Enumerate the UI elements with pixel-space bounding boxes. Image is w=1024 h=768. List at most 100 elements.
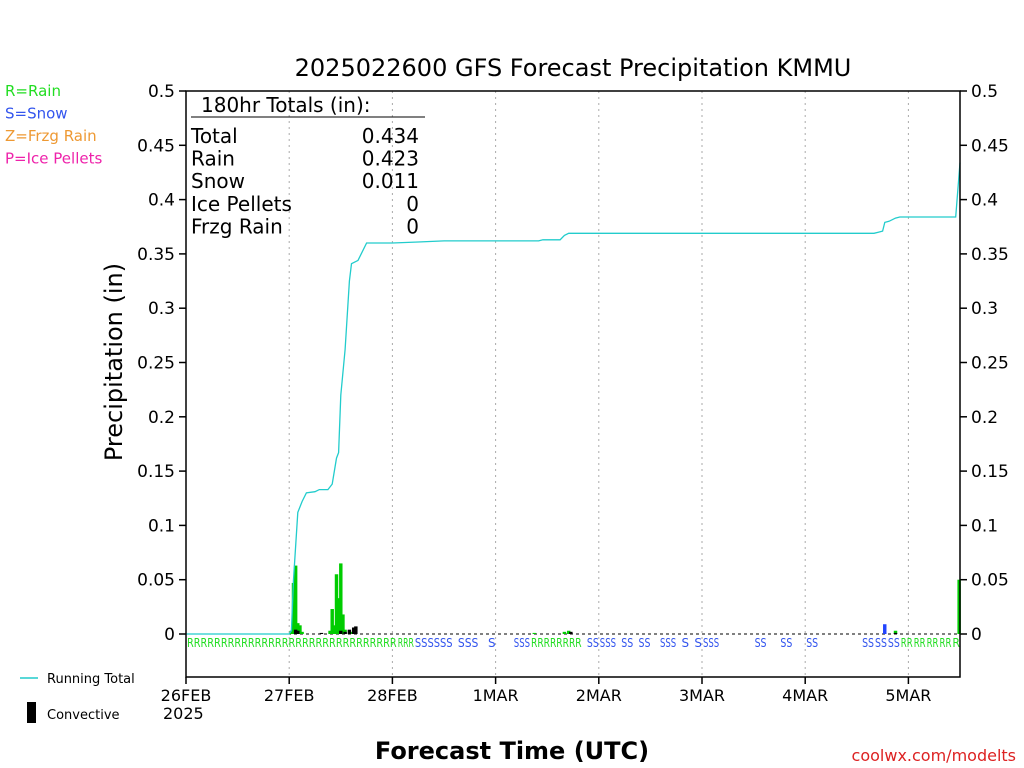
y-tick-label: 0.35 — [137, 245, 175, 265]
ptype-marker: SS — [806, 636, 818, 650]
totals-label: Total — [190, 124, 238, 148]
precip-bar — [339, 563, 343, 634]
convective-bars — [293, 626, 898, 634]
x-tick-label: 28FEB — [367, 686, 418, 705]
y-tick-label-right: 0.2 — [971, 408, 998, 428]
y-tick-label: 0.1 — [148, 516, 175, 536]
totals-label: Ice Pellets — [191, 192, 292, 216]
x-tick-label: 1MAR — [473, 686, 519, 705]
convective-bar — [319, 632, 324, 634]
credit-text: coolwx.com/modelts — [852, 746, 1016, 765]
precip-bar — [291, 582, 296, 634]
ptype-marker: RRRRRRRR — [531, 636, 582, 650]
ptype-marker: RR — [901, 636, 913, 650]
series-legend: Running Total Convective — [20, 672, 135, 723]
ptype-marker: SSSSSS — [415, 636, 453, 650]
y-tick-label-right: 0.1 — [971, 516, 998, 536]
y-ticks-right: 0 0.05 0.1 0.15 0.2 0.25 0.3 0.35 0.4 0.45 0.5 — [960, 82, 1009, 645]
ptype-marker: SS — [875, 636, 887, 650]
convective-bar — [347, 629, 352, 634]
totals-value: 0.434 — [362, 124, 419, 148]
ptype-marker: S — [488, 636, 496, 650]
precip-bar — [336, 598, 341, 634]
precip-bar — [298, 625, 302, 634]
precip-bar — [349, 631, 354, 634]
y-tick-label-right: 0.25 — [971, 354, 1009, 374]
ptype-marker: SS — [888, 636, 900, 650]
y-tick-label: 0.2 — [148, 408, 175, 428]
ptype-marker: R — [952, 636, 960, 650]
precip-bar — [562, 631, 567, 634]
precip-bar — [332, 625, 337, 634]
ptype-marker: SS — [755, 636, 767, 650]
y-tick-label-right: 0.35 — [971, 245, 1009, 265]
ptype-legend: R=Rain S=Snow Z=Frzg Rain P=Ice Pellets — [5, 82, 102, 168]
precip-bar — [532, 632, 537, 634]
chart-title: 2025022600 GFS Forecast Precipitation KM… — [295, 54, 852, 82]
series-legend-label: Running Total — [47, 672, 135, 687]
ptype-marker: SSS — [514, 636, 530, 650]
totals-value: 0.011 — [362, 169, 419, 193]
y-tick-label: 0.25 — [137, 354, 175, 374]
ptype-legend-item: S=Snow — [5, 105, 68, 123]
ptype-marker: RR — [914, 636, 926, 650]
totals-value: 0 — [406, 192, 419, 216]
ptype-marker: SS — [862, 636, 874, 650]
ptype-marker: SS — [621, 636, 633, 650]
convective-bar — [343, 631, 347, 634]
totals-value: 0.423 — [362, 147, 419, 171]
precip-bar — [328, 630, 332, 634]
y-tick-label-right: 0.05 — [971, 571, 1009, 591]
y-ticks-left: 0 0.05 0.1 0.15 0.2 0.25 0.3 0.35 0.4 0.45 0.5 — [137, 82, 186, 645]
convective-bar — [354, 626, 358, 634]
x-tick-label: 3MAR — [679, 686, 725, 705]
ptype-marker: SSS — [703, 636, 719, 650]
ptype-marker: S — [694, 636, 702, 650]
y-tick-label: 0.05 — [137, 571, 175, 591]
convective-bar — [351, 627, 356, 634]
y-tick-label-right: 0.45 — [971, 136, 1009, 156]
ptype-marker: SS — [780, 636, 792, 650]
convective-swatch — [27, 702, 36, 723]
precip-bars — [289, 563, 961, 634]
precip-bar — [296, 623, 300, 634]
convective-bar — [339, 630, 343, 634]
precip-bar — [883, 624, 887, 634]
ptype-legend-item: R=Rain — [5, 82, 61, 100]
grid-lines — [186, 91, 960, 677]
totals-label: Snow — [191, 169, 245, 193]
ptype-marker: SSS — [600, 636, 616, 650]
precip-bar — [300, 631, 304, 634]
y-tick-label-right: 0.3 — [971, 299, 998, 319]
y-tick-label: 0.15 — [137, 462, 175, 482]
ptype-marker: RRRRRRRRRRRRRRRRRRRRRRRRRRRRRRR — [187, 636, 397, 650]
x-axis-label: Forecast Time (UTC) — [375, 737, 649, 765]
ptype-marker: RR — [940, 636, 952, 650]
year-label: 2025 — [163, 704, 204, 723]
y-tick-label: 0.3 — [148, 299, 175, 319]
ptype-marker: S — [682, 636, 690, 650]
ptype-marker: RR — [927, 636, 939, 650]
ptype-marker: SSS — [660, 636, 676, 650]
y-tick-label: 0.4 — [148, 191, 175, 211]
ptype-marker: RRR — [398, 636, 414, 650]
totals-label: Rain — [191, 147, 235, 171]
y-tick-label-right: 0.15 — [971, 462, 1009, 482]
y-axis-label: Precipitation (in) — [100, 263, 128, 461]
totals-label: Frzg Rain — [191, 214, 283, 238]
convective-bar — [293, 629, 298, 634]
ptype-marker: SS — [587, 636, 599, 650]
convective-bar — [296, 630, 300, 634]
y-tick-label-right: 0.5 — [971, 82, 998, 102]
convective-bar — [893, 632, 898, 634]
x-tick-label: 5MAR — [885, 686, 931, 705]
plot-frame — [185, 90, 961, 678]
y-tick-label: 0.45 — [137, 136, 175, 156]
y-tick-label: 0 — [164, 625, 175, 645]
x-tick-label: 26FEB — [161, 686, 212, 705]
ptype-marker: SSS — [458, 636, 479, 650]
x-tick-label: 2MAR — [576, 686, 622, 705]
running-total-line — [186, 162, 961, 635]
y-tick-label: 0.5 — [148, 82, 175, 102]
